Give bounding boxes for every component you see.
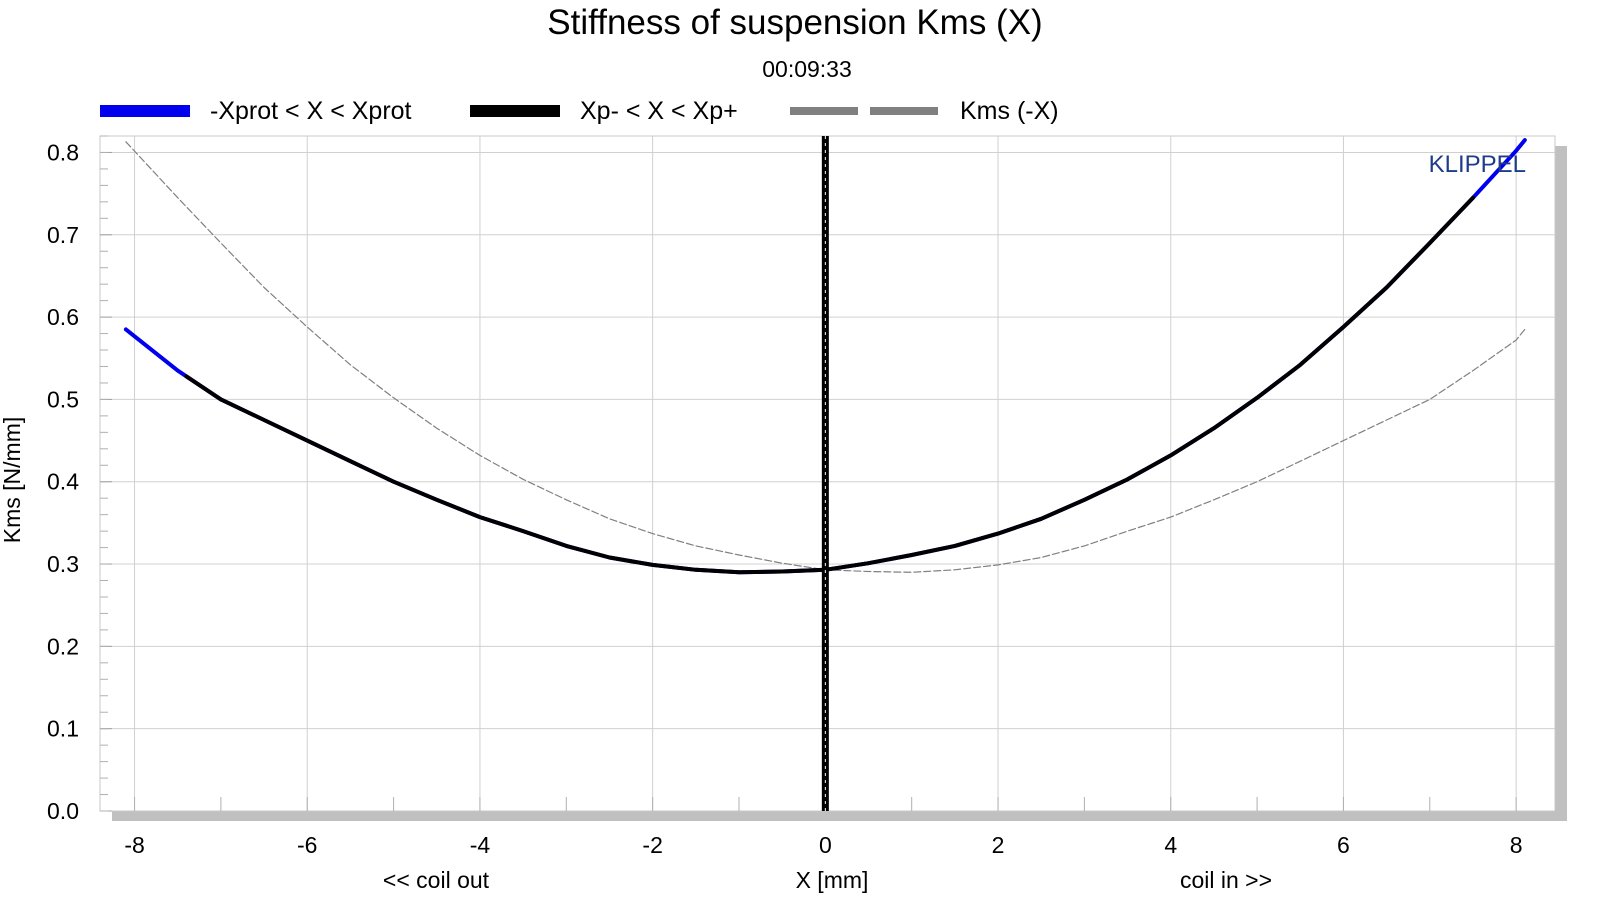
x-tick-label: -2 <box>642 832 662 858</box>
x-axis-label-left: << coil out <box>383 867 490 893</box>
y-tick-label: 0.1 <box>47 716 79 742</box>
x-tick-label: 6 <box>1337 832 1350 858</box>
y-ticks: 0.0 0.1 0.2 0.3 0.4 0.5 0.6 0.7 0.8 <box>47 135 112 824</box>
y-axis-label: Kms [N/mm] <box>0 417 25 544</box>
x-axis-label: X [mm] <box>796 867 869 893</box>
x-ticks: -8 -6 -4 -2 0 2 4 6 8 <box>124 797 1523 858</box>
x-axis-label-right: coil in >> <box>1180 867 1272 893</box>
legend-item-xprot: -Xprot < X < Xprot <box>100 97 412 125</box>
x-tick-label: 2 <box>992 832 1005 858</box>
y-tick-label: 0.0 <box>47 798 79 824</box>
y-tick-label: 0.4 <box>47 469 79 495</box>
legend-item-xp: Xp- < X < Xp+ <box>470 97 738 125</box>
chart-title: Stiffness of suspension Kms (X) <box>547 3 1042 42</box>
y-tick-label: 0.2 <box>47 633 79 659</box>
x-tick-label: -8 <box>124 832 144 858</box>
series-line-2 <box>125 141 1526 573</box>
y-tick-label: 0.6 <box>47 304 79 330</box>
y-tick-label: 0.3 <box>47 551 79 577</box>
klippel-watermark: KLIPPEL <box>1429 151 1526 178</box>
x-tick-label: 8 <box>1510 832 1523 858</box>
x-tick-label: 4 <box>1164 832 1177 858</box>
y-tick-label: 0.8 <box>47 139 79 165</box>
x-tick-label: 0 <box>819 832 832 858</box>
legend-label-xprot: -Xprot < X < Xprot <box>210 97 412 125</box>
y-tick-label: 0.7 <box>47 222 79 248</box>
chart-subtitle: 00:09:33 <box>762 56 852 82</box>
legend-label-xp: Xp- < X < Xp+ <box>580 97 738 125</box>
x-tick-label: -6 <box>297 832 317 858</box>
legend-item-kms-negx: Kms (-X) <box>790 97 1059 125</box>
x-tick-label: -4 <box>470 832 491 858</box>
legend: -Xprot < X < Xprot Xp- < X < Xp+ Kms (-X… <box>100 97 1059 125</box>
legend-label-kms-negx: Kms (-X) <box>960 97 1059 125</box>
y-tick-label: 0.5 <box>47 386 79 412</box>
